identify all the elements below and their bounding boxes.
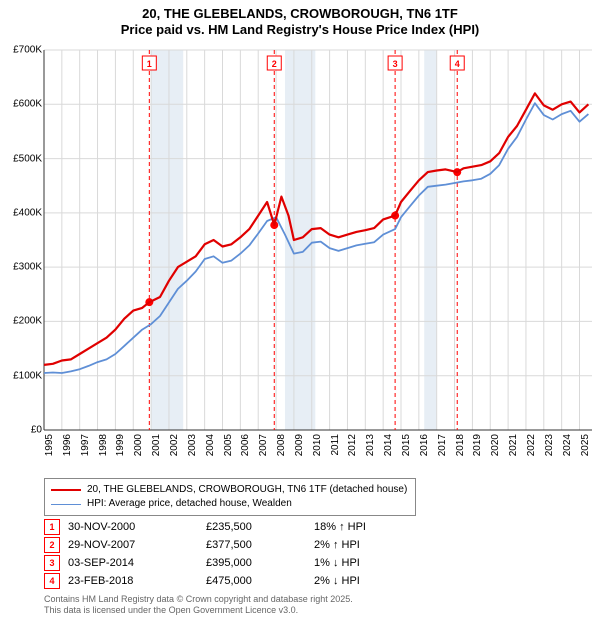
- x-tick-label: 1995: [44, 434, 46, 456]
- row-date: 29-NOV-2007: [68, 539, 198, 551]
- x-tick-label: 2009: [294, 434, 296, 456]
- row-delta: 2% ↓ HPI: [314, 575, 394, 587]
- x-tick-label: 1996: [62, 434, 64, 456]
- row-price: £235,500: [206, 521, 306, 533]
- event-marker-number: 3: [393, 59, 398, 69]
- x-tick-label: 2008: [276, 434, 278, 456]
- row-marker: 2: [44, 537, 60, 553]
- x-tick-label: 2019: [472, 434, 474, 456]
- x-tick-label: 2007: [258, 434, 260, 456]
- row-marker: 1: [44, 519, 60, 535]
- x-tick-label: 2021: [508, 434, 510, 456]
- row-price: £377,500: [206, 539, 306, 551]
- row-date: 03-SEP-2014: [68, 557, 198, 569]
- x-tick-label: 2024: [562, 434, 564, 456]
- event-marker-number: 4: [455, 59, 460, 69]
- y-tick-label: £200K: [0, 316, 42, 327]
- event-marker-number: 2: [272, 59, 277, 69]
- x-tick-label: 2011: [330, 434, 332, 456]
- x-tick-label: 2003: [187, 434, 189, 456]
- x-tick-label: 2002: [169, 434, 171, 456]
- legend-item: HPI: Average price, detached house, Weal…: [51, 497, 407, 511]
- recession-band: [151, 50, 183, 430]
- x-tick-label: 2001: [151, 434, 153, 456]
- title-block: 20, THE GLEBELANDS, CROWBOROUGH, TN6 1TF…: [0, 0, 600, 39]
- x-tick-label: 2017: [437, 434, 439, 456]
- legend-label: HPI: Average price, detached house, Weal…: [87, 497, 292, 511]
- x-tick-label: 1999: [115, 434, 117, 456]
- legend-item: 20, THE GLEBELANDS, CROWBOROUGH, TN6 1TF…: [51, 483, 407, 497]
- legend: 20, THE GLEBELANDS, CROWBOROUGH, TN6 1TF…: [44, 478, 416, 516]
- title-line-2: Price paid vs. HM Land Registry's House …: [0, 22, 600, 38]
- y-tick-label: £700K: [0, 45, 42, 56]
- table-row: 3 03-SEP-2014 £395,000 1% ↓ HPI: [44, 554, 394, 572]
- y-tick-label: £500K: [0, 153, 42, 164]
- row-date: 23-FEB-2018: [68, 575, 198, 587]
- event-marker-number: 1: [147, 59, 152, 69]
- y-tick-label: £600K: [0, 99, 42, 110]
- x-tick-label: 2018: [455, 434, 457, 456]
- recession-band: [424, 50, 436, 430]
- x-tick-label: 2020: [490, 434, 492, 456]
- x-tick-label: 2022: [526, 434, 528, 456]
- x-tick-label: 2025: [580, 434, 582, 456]
- x-tick-label: 2016: [419, 434, 421, 456]
- recession-band: [285, 50, 315, 430]
- title-line-1: 20, THE GLEBELANDS, CROWBOROUGH, TN6 1TF: [0, 6, 600, 22]
- x-tick-label: 1997: [80, 434, 82, 456]
- chart-area: 1234 £0£100K£200K£300K£400K£500K£600K£70…: [44, 50, 592, 430]
- x-tick-label: 2010: [312, 434, 314, 456]
- row-price: £395,000: [206, 557, 306, 569]
- legend-label: 20, THE GLEBELANDS, CROWBOROUGH, TN6 1TF…: [87, 483, 407, 497]
- figure-wrap: 20, THE GLEBELANDS, CROWBOROUGH, TN6 1TF…: [0, 0, 600, 620]
- line-chart: 1 2 3 4: [44, 50, 592, 430]
- x-tick-label: 2000: [133, 434, 135, 456]
- row-date: 30-NOV-2000: [68, 521, 198, 533]
- footer-attribution: Contains HM Land Registry data © Crown c…: [44, 594, 353, 616]
- x-tick-label: 2005: [223, 434, 225, 456]
- row-marker: 3: [44, 555, 60, 571]
- table-row: 2 29-NOV-2007 £377,500 2% ↑ HPI: [44, 536, 394, 554]
- sale-table: 1 30-NOV-2000 £235,500 18% ↑ HPI 2 29-NOV-200…: [44, 518, 394, 590]
- row-marker: 4: [44, 573, 60, 589]
- x-tick-label: 2013: [365, 434, 367, 456]
- legend-swatch: [51, 489, 81, 491]
- footer-line-2: This data is licensed under the Open Gov…: [44, 605, 353, 616]
- y-tick-label: £100K: [0, 370, 42, 381]
- y-tick-label: £300K: [0, 262, 42, 273]
- x-tick-label: 2006: [240, 434, 242, 456]
- x-tick-label: 2015: [401, 434, 403, 456]
- row-delta: 2% ↑ HPI: [314, 539, 394, 551]
- row-delta: 18% ↑ HPI: [314, 521, 394, 533]
- series-hpi: [44, 103, 588, 373]
- x-tick-label: 2023: [544, 434, 546, 456]
- x-tick-label: 1998: [98, 434, 100, 456]
- y-tick-label: £0: [0, 425, 42, 436]
- row-price: £475,000: [206, 575, 306, 587]
- y-tick-label: £400K: [0, 207, 42, 218]
- footer-line-1: Contains HM Land Registry data © Crown c…: [44, 594, 353, 605]
- legend-swatch: [51, 504, 81, 505]
- x-tick-label: 2014: [383, 434, 385, 456]
- series-price_paid: [44, 93, 588, 365]
- x-tick-label: 2004: [205, 434, 207, 456]
- table-row: 1 30-NOV-2000 £235,500 18% ↑ HPI: [44, 518, 394, 536]
- table-row: 4 23-FEB-2018 £475,000 2% ↓ HPI: [44, 572, 394, 590]
- x-tick-label: 2012: [347, 434, 349, 456]
- row-delta: 1% ↓ HPI: [314, 557, 394, 569]
